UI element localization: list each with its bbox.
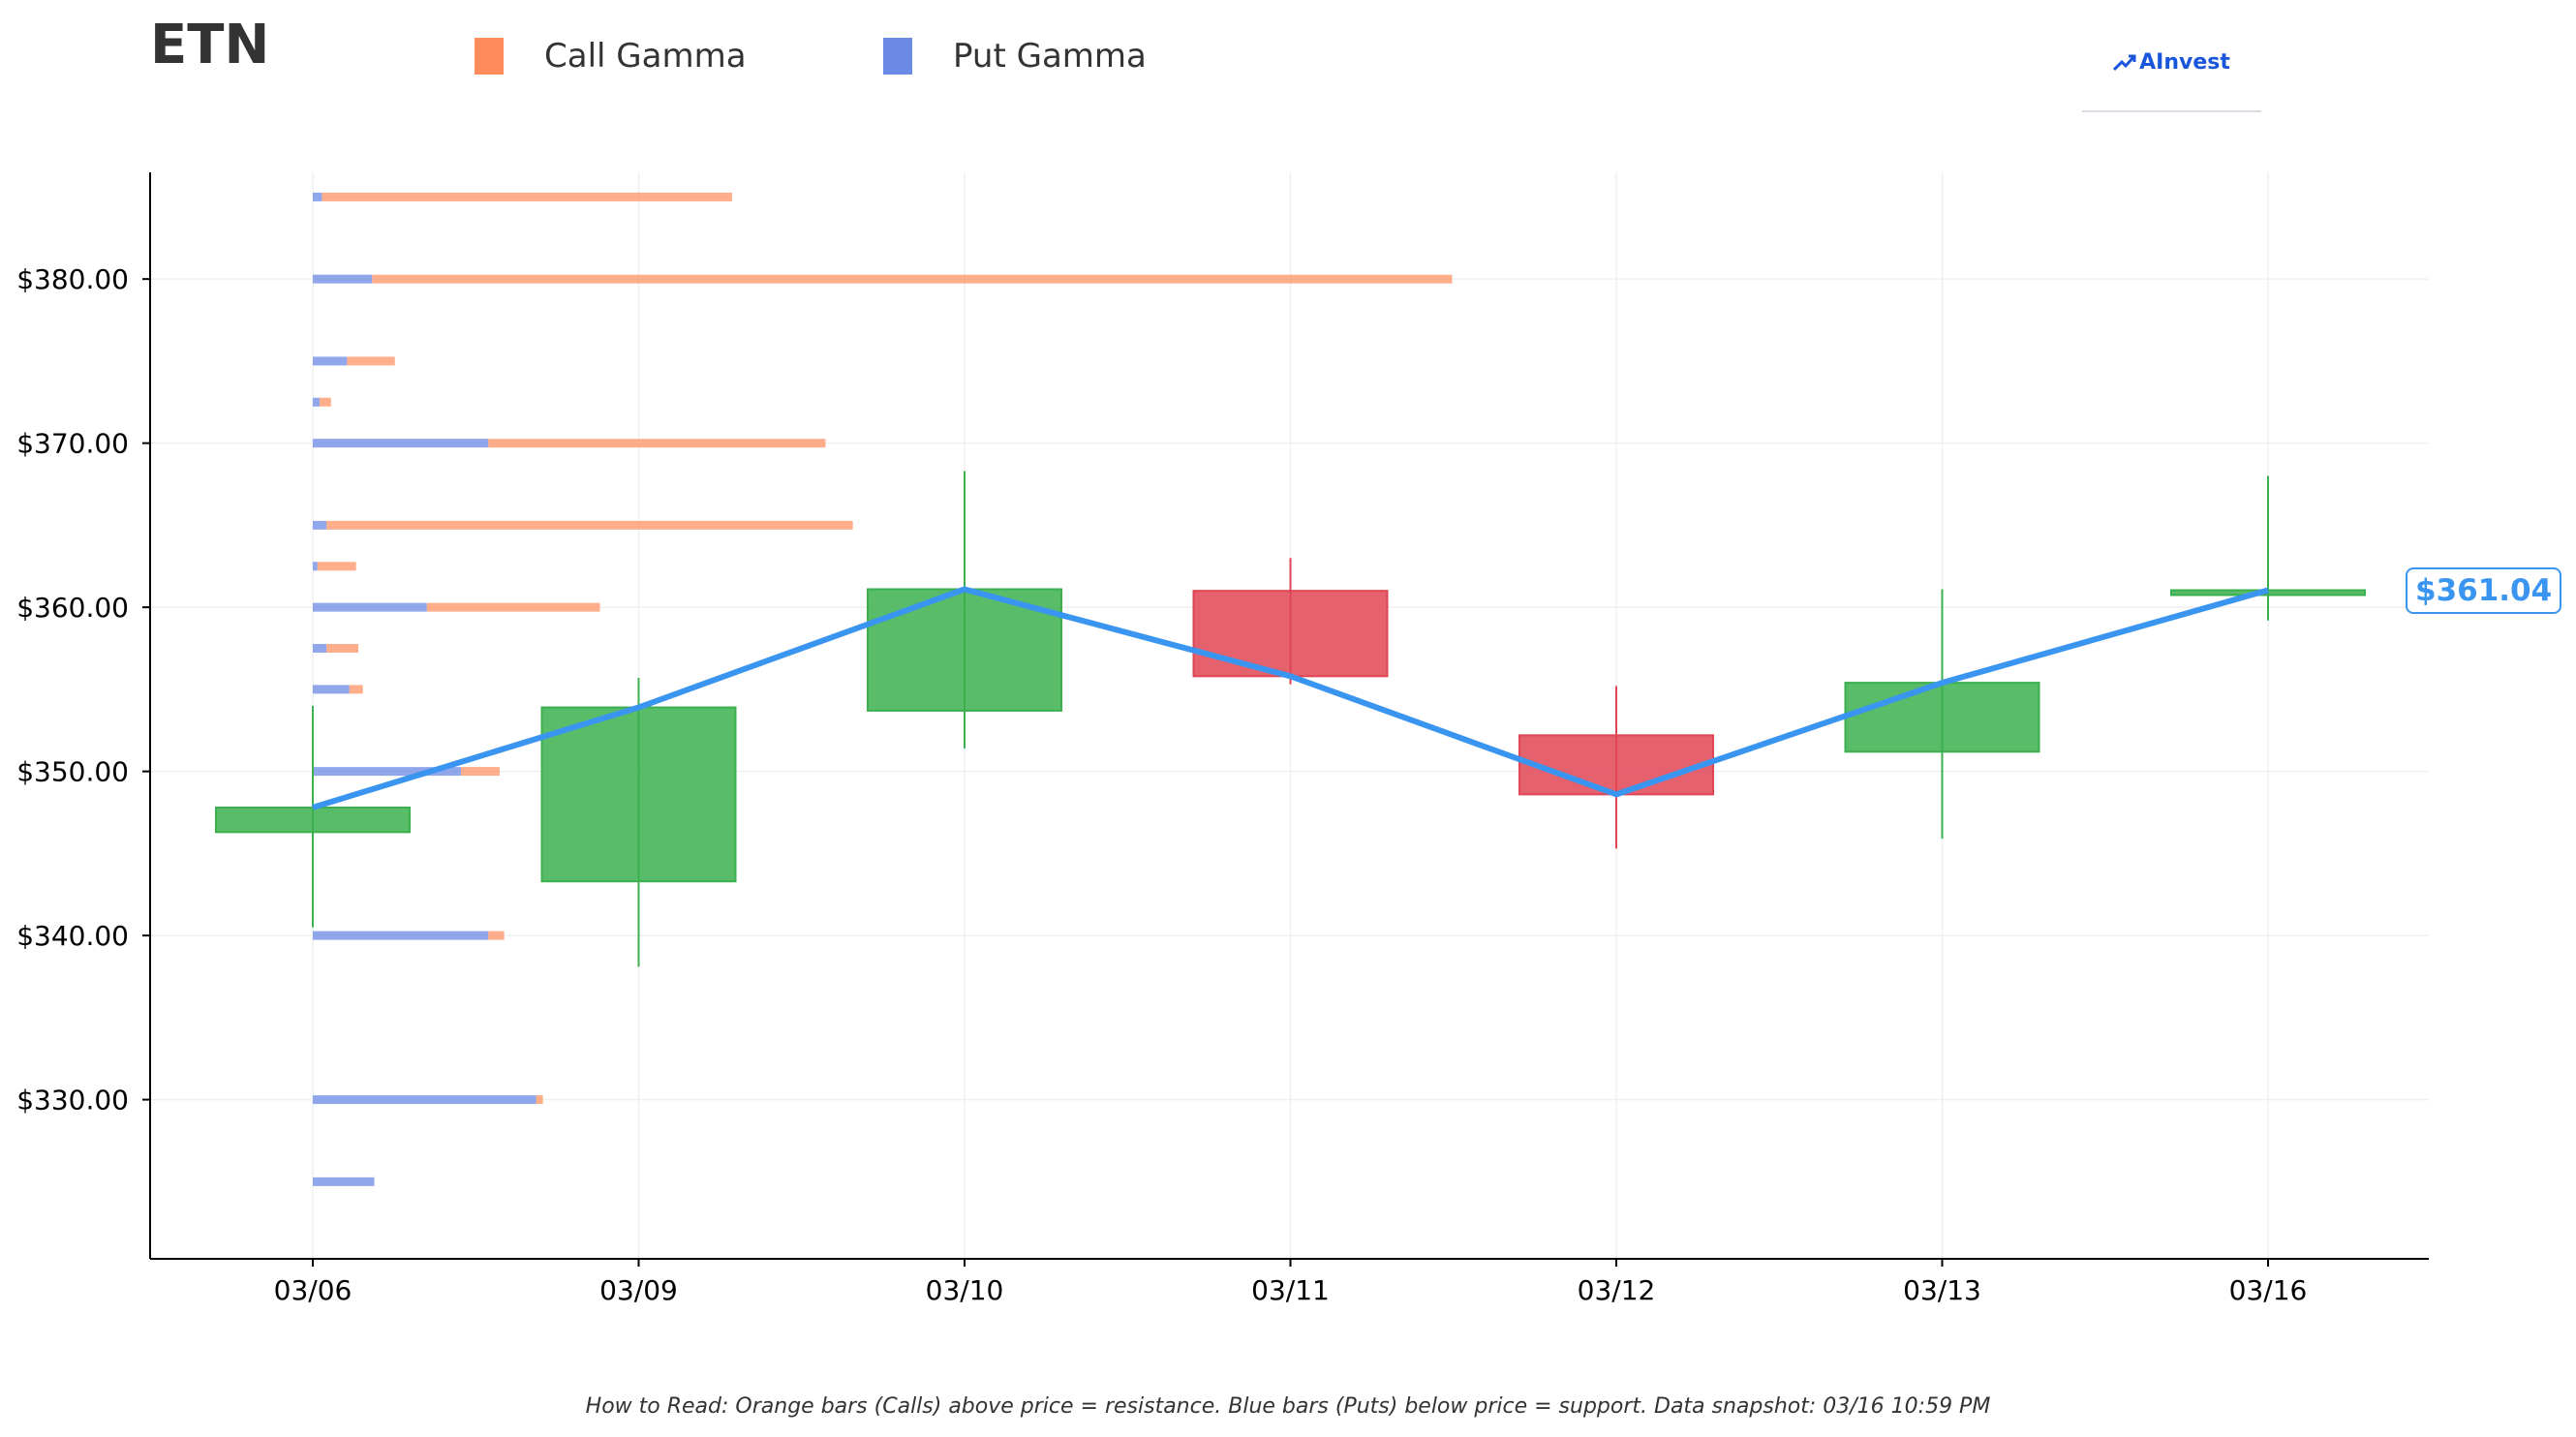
put-gamma-bar	[313, 439, 489, 448]
y-tick-label: $340.00	[16, 920, 129, 952]
legend-label-put: Put Gamma	[953, 37, 1147, 76]
x-tick-label: 03/10	[926, 1274, 1004, 1306]
legend-put-gamma: Put Gamma	[883, 37, 1147, 76]
y-tick-label: $370.00	[16, 428, 129, 460]
candle-body	[1518, 734, 1714, 796]
x-tick-label: 03/16	[2229, 1274, 2308, 1306]
candlesticks	[215, 471, 2366, 967]
put-gamma-bar	[313, 356, 348, 366]
call-gamma-bar	[320, 397, 331, 407]
call-gamma-bar	[536, 1095, 543, 1105]
put-gamma-bar	[313, 1177, 375, 1186]
call-gamma-bar	[488, 931, 505, 940]
put-gamma-bar	[313, 1095, 537, 1105]
call-gamma-bar	[460, 767, 500, 777]
put-gamma-swatch	[883, 38, 912, 75]
axes: $330.00 $340.00 $350.00 $360.00 $370.00 $380.…	[16, 172, 2429, 1306]
put-gamma-bar	[313, 685, 350, 694]
call-gamma-bar	[322, 192, 732, 201]
legend-call-gamma: Call Gamma	[475, 37, 747, 76]
put-gamma-bar	[313, 602, 427, 612]
y-tick-label: $380.00	[16, 263, 129, 295]
candle-body	[540, 706, 737, 883]
x-tick-label: 03/09	[599, 1274, 678, 1306]
brand-logo: AInvest	[2082, 39, 2261, 112]
put-gamma-bar	[313, 274, 373, 284]
call-gamma-bar	[317, 562, 356, 571]
close-line	[312, 586, 2269, 810]
brand-mark: AInvest	[2113, 50, 2230, 75]
how-to-read-note: How to Read: Orange bars (Calls) above p…	[585, 1394, 1991, 1419]
put-gamma-bar	[313, 931, 489, 940]
call-gamma-bar	[426, 602, 600, 612]
put-gamma-bar	[313, 520, 327, 530]
put-gamma-bar	[313, 767, 461, 777]
x-tick-label: 03/12	[1578, 1274, 1656, 1306]
x-tick-label: 03/11	[1251, 1274, 1330, 1306]
chart-up-icon	[2113, 54, 2136, 71]
candle-body	[1844, 682, 2040, 753]
candle-body	[867, 588, 1062, 712]
put-gamma-bar	[313, 644, 327, 654]
call-gamma-bar	[326, 644, 359, 654]
candle-body	[215, 806, 411, 834]
y-tick-label: $360.00	[16, 592, 129, 624]
call-gamma-bar	[488, 439, 826, 448]
last-price-badge: $361.04	[2406, 567, 2562, 614]
gamma-bars	[313, 192, 1453, 1186]
ticker-title: ETN	[150, 14, 270, 76]
x-tick-label: 03/06	[274, 1274, 353, 1306]
call-gamma-bar	[372, 274, 1453, 284]
x-tick-label: 03/13	[1903, 1274, 1981, 1306]
close-price-line	[312, 586, 2269, 810]
put-gamma-bar	[313, 397, 321, 407]
call-gamma-bar	[349, 685, 363, 694]
put-gamma-bar	[313, 562, 318, 571]
brand-name: AInvest	[2139, 50, 2230, 75]
call-gamma-bar	[326, 520, 853, 530]
y-tick-label: $330.00	[16, 1085, 129, 1116]
call-gamma-swatch	[475, 38, 504, 75]
legend-label-call: Call Gamma	[544, 37, 747, 76]
put-gamma-bar	[313, 192, 322, 201]
candle-body	[1192, 590, 1389, 678]
y-tick-label: $350.00	[16, 756, 129, 788]
call-gamma-bar	[347, 356, 395, 366]
